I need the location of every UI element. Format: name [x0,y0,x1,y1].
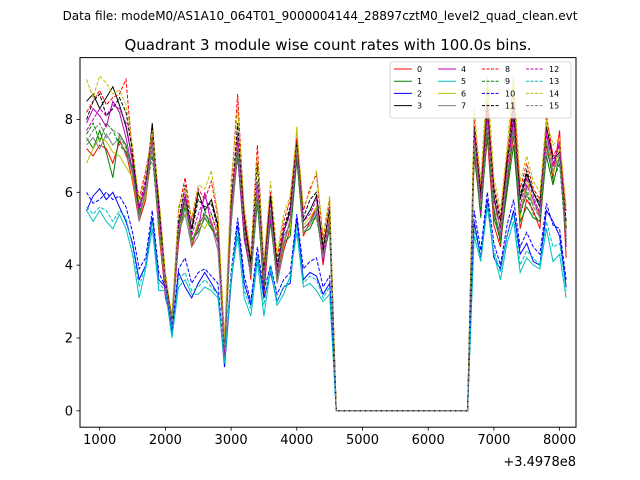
x-tick-label: 8000 [543,433,576,448]
x-tick-label: 2000 [149,433,182,448]
legend-label-8: 8 [505,65,510,74]
y-tick-label: 8 [65,113,73,128]
legend-label-5: 5 [461,77,466,86]
legend-label-1: 1 [417,77,422,86]
series-line-15 [86,122,567,412]
legend-label-13: 13 [549,77,559,86]
x-tick-label: 7000 [477,433,510,448]
x-tick-label: 1000 [83,433,116,448]
legend-label-14: 14 [549,89,559,98]
legend-label-10: 10 [505,89,515,98]
legend-label-7: 7 [461,102,466,111]
y-tick-label: 2 [65,331,73,346]
x-tick-label: 5000 [346,433,379,448]
legend-label-11: 11 [505,102,515,111]
chart-suptitle: Data file: modeM0/AS1A10_064T01_90000041… [63,9,578,23]
axes: 1000 2000 3000 4000 5000 6000 7000 8000 0 2 4 6 8 [65,113,576,448]
legend-label-6: 6 [461,89,466,98]
x-axis-offset-label: +3.4978e8 [503,455,576,470]
y-tick-label: 0 [65,404,73,419]
x-tick-label: 4000 [280,433,313,448]
legend-label-4: 4 [461,65,466,74]
legend-label-12: 12 [549,65,559,74]
legend-label-15: 15 [549,102,559,111]
legend-box [389,61,572,119]
plot-area [86,74,567,412]
x-tick-label: 6000 [412,433,445,448]
plot-frame [79,57,577,428]
legend-label-9: 9 [505,77,510,86]
y-tick-label: 4 [65,259,73,274]
x-tick-label: 3000 [215,433,248,448]
y-tick-label: 6 [65,186,73,201]
legend-label-2: 2 [417,89,422,98]
legend-label-3: 3 [417,102,422,111]
legend-label-0: 0 [417,65,422,74]
series-line-10 [86,191,567,412]
series-line-11 [86,93,567,412]
chart-title: Quadrant 3 module wise count rates with … [124,36,531,54]
